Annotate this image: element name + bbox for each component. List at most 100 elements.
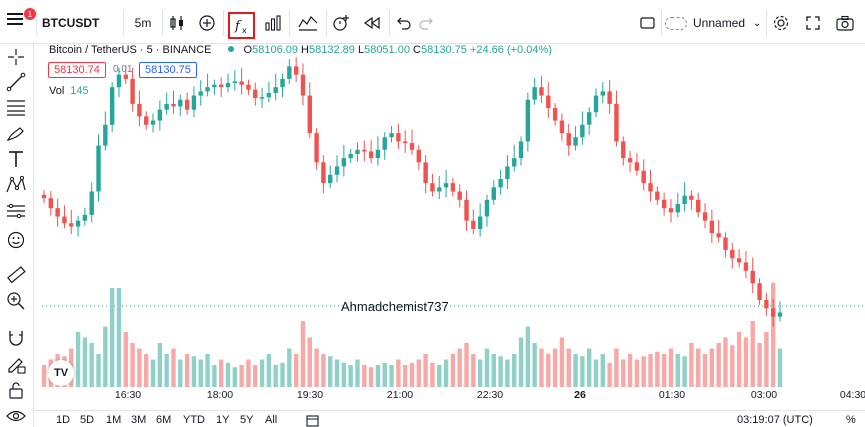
magnet-tool[interactable] (5, 327, 27, 349)
candle-body (69, 223, 74, 227)
pattern-tool[interactable] (5, 174, 27, 196)
range-1d[interactable]: 1D (56, 414, 71, 426)
candle-body (477, 216, 483, 230)
main-menu-button[interactable] (4, 8, 28, 30)
volume-bar (668, 348, 674, 387)
volume-legend[interactable]: Vol 145 (49, 85, 89, 97)
volume-bar (586, 348, 592, 387)
volume-bar (307, 337, 312, 387)
close-value: 58130.75 (420, 44, 467, 56)
percent-toggle[interactable]: % (846, 414, 856, 426)
candle-body (368, 151, 374, 159)
market-status-dot (228, 46, 235, 52)
candle-body (123, 74, 128, 79)
range-ytd[interactable]: YTD (183, 414, 205, 426)
candle-body (770, 308, 776, 317)
hide-drawings-tool[interactable] (5, 405, 27, 427)
volume-bar (696, 348, 701, 387)
volume-bar (171, 348, 176, 387)
settings-button[interactable] (771, 10, 791, 36)
close-label: C (413, 44, 421, 56)
zoom-tool[interactable] (5, 290, 27, 312)
user-watermark: Ahmadchemist737 (341, 299, 449, 314)
candle-body (48, 198, 54, 209)
range-5d[interactable]: 5D (80, 414, 95, 426)
candle-body (355, 149, 360, 154)
drawing-toolbar (0, 44, 34, 427)
layout-select-button[interactable] (637, 10, 657, 36)
toolbar-divider (289, 10, 290, 36)
candle-body (730, 249, 735, 259)
candle-body (171, 103, 176, 107)
crosshair-tool[interactable] (5, 46, 27, 68)
compare-button[interactable] (196, 10, 218, 36)
candle-body (55, 208, 60, 217)
candle-style-button[interactable] (166, 10, 188, 36)
undo-button[interactable] (393, 10, 413, 36)
range-all[interactable]: All (265, 414, 278, 426)
candle-body (491, 187, 496, 200)
date-range-button[interactable] (306, 414, 320, 427)
volume-bar (505, 359, 510, 387)
range-1m[interactable]: 1M (106, 414, 122, 426)
tradingview-logo[interactable]: TV (48, 360, 74, 386)
templates-button[interactable] (296, 10, 320, 36)
snapshot-button[interactable] (834, 10, 856, 36)
financials-button[interactable] (262, 10, 284, 36)
lock-drawings-tool[interactable] (5, 379, 27, 401)
layout-name-button[interactable]: Unnamed ⌄ (665, 10, 765, 36)
range-3m[interactable]: 3M (131, 414, 147, 426)
candle-body (253, 89, 258, 99)
volume-bar (661, 354, 667, 387)
candle-body (709, 220, 715, 234)
trendline-tool[interactable] (5, 71, 27, 93)
candle-body (600, 91, 606, 96)
volume-bar (239, 365, 244, 387)
lock-icon (9, 382, 23, 399)
indicators-button[interactable]: f x (228, 12, 255, 39)
candle-body (239, 81, 244, 85)
volume-bar (675, 354, 680, 387)
brush-tool[interactable] (5, 122, 27, 144)
utc-clock[interactable]: 03:19:07 (UTC) (737, 414, 813, 426)
candle-body (328, 174, 333, 184)
text-tool[interactable] (5, 148, 27, 170)
candle-body (191, 95, 197, 110)
candle-body (218, 84, 224, 88)
buy-price-button[interactable]: 58130.75 (139, 62, 197, 78)
candle-body (409, 143, 415, 150)
candle-body (593, 95, 599, 113)
range-1y[interactable]: 1Y (216, 414, 230, 426)
stay-in-drawing-tool[interactable] (5, 353, 27, 375)
volume-bar (702, 354, 708, 387)
sell-price-button[interactable]: 58130.74 (48, 62, 106, 78)
volume-bar (484, 348, 490, 387)
pencil-lock-icon (8, 358, 26, 374)
volume-bar (437, 365, 442, 387)
candle-body (287, 66, 292, 79)
range-5y[interactable]: 5Y (240, 414, 254, 426)
alert-button[interactable] (330, 10, 352, 36)
symbol-description[interactable]: Bitcoin / TetherUS · 5 · BINANCE (49, 44, 212, 56)
candle-body (525, 99, 531, 142)
volume-bar (750, 321, 755, 387)
measure-tool[interactable] (5, 264, 27, 286)
fullscreen-button[interactable] (803, 10, 823, 36)
volume-bar (184, 354, 190, 387)
range-6m[interactable]: 6M (156, 414, 172, 426)
replay-button[interactable] (361, 10, 383, 36)
crosshair-icon (8, 49, 24, 65)
interval-button[interactable]: 5m (134, 16, 152, 30)
icon-tool[interactable] (5, 229, 27, 251)
volume-bar (743, 337, 749, 387)
toolbar-divider (162, 10, 163, 36)
svg-text:x: x (242, 26, 247, 35)
symbol-search-button[interactable]: BTCUSDT (42, 16, 100, 30)
redo-button[interactable] (417, 10, 437, 36)
change-value: +24.66 (+0.04%) (469, 44, 552, 56)
prediction-tool[interactable] (5, 200, 27, 222)
candle-body (259, 97, 265, 99)
fib-tool[interactable] (5, 96, 27, 118)
